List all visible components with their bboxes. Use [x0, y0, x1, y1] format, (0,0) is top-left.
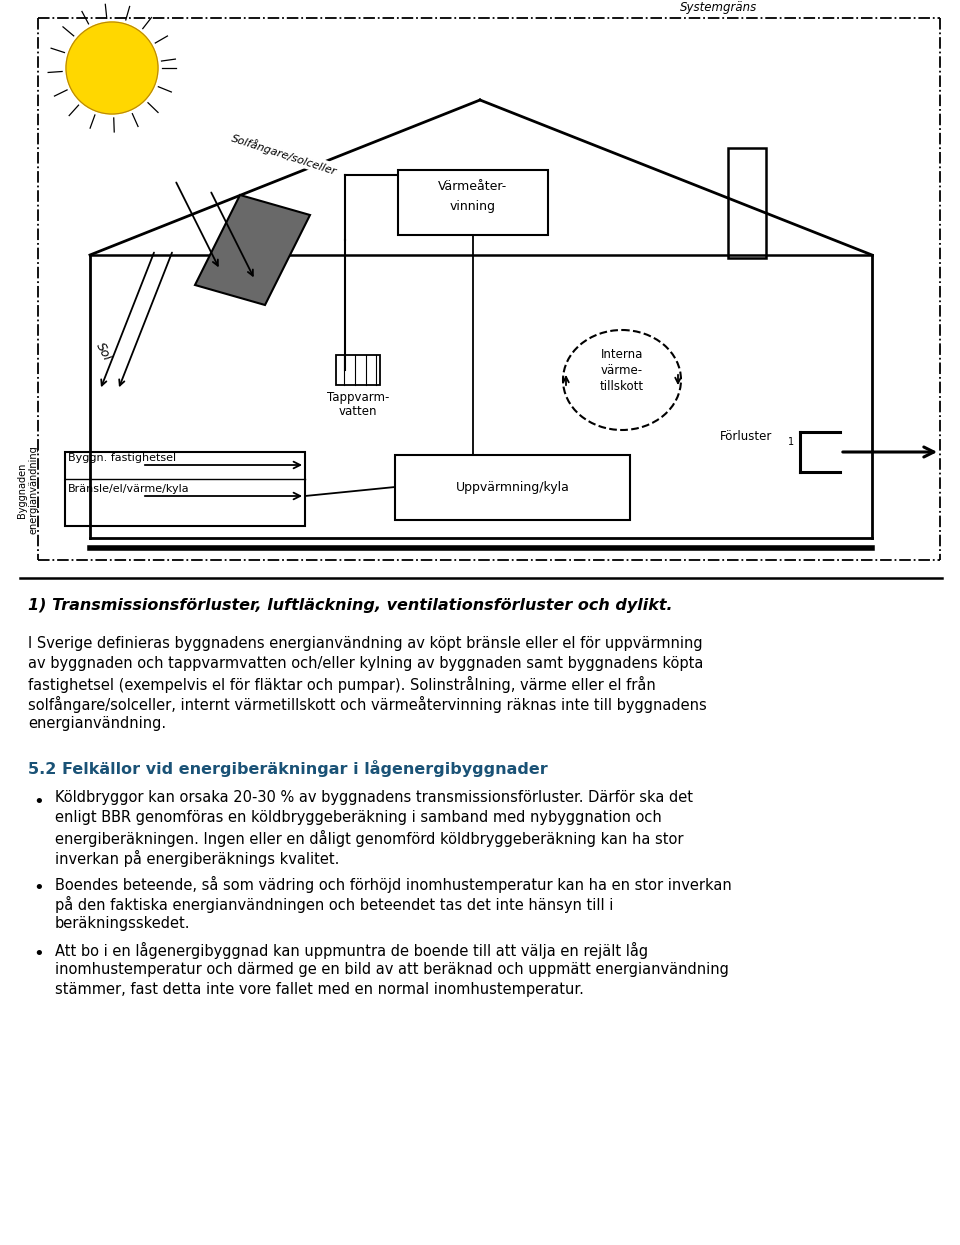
Text: Köldbryggor kan orsaka 20-30 % av byggnadens transmissionsförluster. Därför ska : Köldbryggor kan orsaka 20-30 % av byggna…: [55, 791, 693, 806]
Text: på den faktiska energianvändningen och beteendet tas det inte hänsyn till i: på den faktiska energianvändningen och b…: [55, 896, 613, 913]
Text: Uppvärmning/kyla: Uppvärmning/kyla: [456, 481, 569, 494]
Bar: [395, 454, 630, 520]
Text: Byggn. fastighetsel: Byggn. fastighetsel: [68, 453, 176, 463]
Text: energianvändning.: energianvändning.: [28, 716, 166, 731]
Text: Boendes beteende, så som vädring och förhöjd inomhustemperatur kan ha en stor in: Boendes beteende, så som vädring och för…: [55, 876, 732, 893]
Text: 1) Transmissionsförluster, luftläckning, ventilationsförluster och dylikt.: 1) Transmissionsförluster, luftläckning,…: [28, 598, 673, 613]
Text: Sol: Sol: [93, 340, 113, 364]
Bar: [336, 355, 380, 385]
Text: Interna: Interna: [601, 349, 643, 361]
Text: •: •: [33, 879, 44, 896]
Text: inomhustemperatur och därmed ge en bild av att beräknad och uppmätt energianvänd: inomhustemperatur och därmed ge en bild …: [55, 962, 729, 977]
Text: beräkningsskedet.: beräkningsskedet.: [55, 916, 190, 931]
Text: Förluster: Förluster: [720, 430, 773, 443]
Text: värme-: värme-: [601, 364, 643, 377]
Text: Solfångare/solceller: Solfångare/solceller: [230, 132, 339, 177]
Text: •: •: [33, 793, 44, 810]
Text: Att bo i en lågenergibyggnad kan uppmuntra de boende till att välja en rejält lå: Att bo i en lågenergibyggnad kan uppmunt…: [55, 942, 648, 959]
Text: Byggnaden
energianvändning: Byggnaden energianvändning: [17, 446, 38, 534]
Text: Systemgräns: Systemgräns: [680, 1, 757, 14]
Text: •: •: [33, 945, 44, 962]
Bar: [65, 452, 305, 525]
Text: fastighetsel (exempelvis el för fläktar och pumpar). Solinstrålning, värme eller: fastighetsel (exempelvis el för fläktar …: [28, 676, 656, 693]
Text: vatten: vatten: [339, 405, 377, 418]
Text: solfångare/solceller, internt värmetillskott och värmeåtervinning räknas inte ti: solfångare/solceller, internt värmetills…: [28, 696, 707, 713]
Polygon shape: [195, 195, 310, 305]
Text: tillskott: tillskott: [600, 380, 644, 393]
Text: Bränsle/el/värme/kyla: Bränsle/el/värme/kyla: [68, 484, 190, 494]
Text: energiberäkningen. Ingen eller en dåligt genomförd köldbryggeberäkning kan ha st: energiberäkningen. Ingen eller en dåligt…: [55, 830, 684, 847]
Text: enligt BBR genomföras en köldbryggeberäkning i samband med nybyggnation och: enligt BBR genomföras en köldbryggeberäk…: [55, 810, 661, 825]
Text: Värmeåter-: Värmeåter-: [439, 181, 508, 193]
Text: I Sverige definieras byggnadens energianvändning av köpt bränsle eller el för up: I Sverige definieras byggnadens energian…: [28, 636, 703, 651]
Bar: [398, 171, 548, 235]
Bar: [728, 148, 766, 258]
Text: 5.2 Felkällor vid energiberäkningar i lågenergibyggnader: 5.2 Felkällor vid energiberäkningar i lå…: [28, 759, 548, 777]
Circle shape: [66, 22, 158, 115]
Text: inverkan på energiberäknings kvalitet.: inverkan på energiberäknings kvalitet.: [55, 850, 340, 867]
Text: vinning: vinning: [450, 200, 496, 213]
Text: stämmer, fast detta inte vore fallet med en normal inomhustemperatur.: stämmer, fast detta inte vore fallet med…: [55, 982, 584, 997]
Text: 1: 1: [788, 437, 794, 447]
Text: av byggnaden och tappvarmvatten och/eller kylning av byggnaden samt byggnadens k: av byggnaden och tappvarmvatten och/elle…: [28, 656, 704, 671]
Text: Tappvarm-: Tappvarm-: [326, 391, 389, 403]
